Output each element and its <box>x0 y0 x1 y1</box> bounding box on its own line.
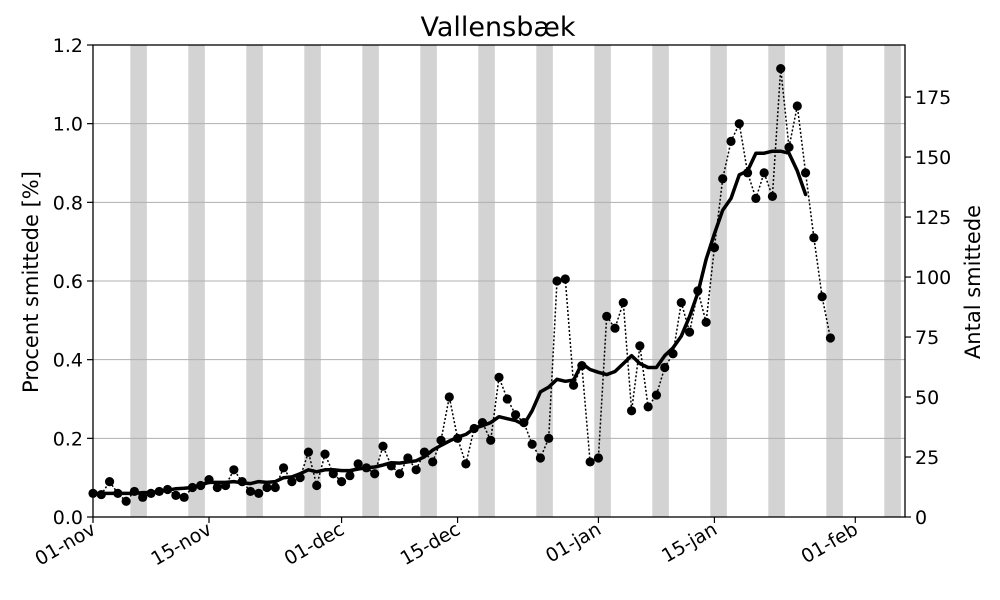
chart-title: Vallensbæk <box>421 12 576 43</box>
daily-point <box>618 298 628 308</box>
daily-point <box>825 333 836 343</box>
x-tick-label: 15-dec <box>397 518 464 570</box>
daily-point <box>121 496 131 506</box>
daily-point <box>800 168 811 178</box>
y-tick-label: 0.2 <box>53 428 83 450</box>
daily-point <box>312 480 322 491</box>
daily-point <box>544 433 554 443</box>
daily-point <box>759 168 769 178</box>
daily-point <box>568 380 579 390</box>
daily-point <box>552 276 562 286</box>
daily-point <box>461 459 471 469</box>
daily-point <box>179 492 189 502</box>
daily-point <box>254 488 264 498</box>
daily-point <box>287 477 297 487</box>
y-axis-label-left: Procent smittede [%] <box>19 171 43 393</box>
daily-point <box>651 390 662 400</box>
daily-point <box>171 490 181 500</box>
average-series <box>91 149 808 496</box>
daily-point <box>593 453 604 463</box>
daily-point <box>585 457 595 467</box>
right-axis-ticks: 0 25 50 75 100 125 150 175 <box>905 87 951 529</box>
daily-point <box>610 323 620 333</box>
x-tick-label: 15-nov <box>147 518 215 570</box>
daily-point <box>303 447 314 457</box>
daily-point <box>262 482 272 493</box>
daily-point <box>353 459 363 469</box>
left-axis-ticks: 0.0 0.2 0.4 0.6 0.8 1.0 1.2 <box>53 35 93 529</box>
x-tick-label: 15-jan <box>658 518 721 567</box>
y-axis-label-right: Antal smittede <box>961 205 985 359</box>
y-right-tick-label: 75 <box>915 327 939 349</box>
daily-point <box>776 64 786 74</box>
daily-point <box>535 453 546 463</box>
daily-point <box>643 402 653 412</box>
daily-point <box>701 317 711 327</box>
y-right-tick-label: 50 <box>915 387 939 409</box>
daily-series <box>88 64 836 506</box>
daily-point <box>527 439 537 449</box>
daily-point <box>229 465 239 475</box>
average-series-line <box>91 149 808 496</box>
daily-point <box>245 486 256 497</box>
daily-point <box>510 410 521 420</box>
daily-point <box>726 136 736 146</box>
y-right-tick-label: 25 <box>915 447 939 469</box>
y-right-tick-label: 175 <box>915 87 951 109</box>
y-tick-label: 0.4 <box>53 350 83 372</box>
y-tick-label: 1.2 <box>53 35 83 57</box>
y-tick-label: 1.0 <box>53 114 83 136</box>
daily-point <box>734 119 744 129</box>
daily-point <box>212 482 222 493</box>
daily-point <box>684 327 695 337</box>
x-tick-label: 01-jan <box>542 518 605 567</box>
daily-point <box>626 406 637 416</box>
daily-point <box>378 441 388 451</box>
daily-point <box>660 362 670 373</box>
daily-point <box>138 492 148 502</box>
daily-point <box>792 101 802 111</box>
daily-point <box>345 471 355 481</box>
x-axis-ticks: 01-nov 15-nov 01-dec 15-dec 01-jan 15-jan 01-f… <box>31 517 862 570</box>
y-tick-label: 0.6 <box>53 271 83 293</box>
daily-point <box>502 394 512 404</box>
y-right-tick-label: 125 <box>915 207 951 229</box>
daily-point <box>336 477 347 487</box>
daily-point <box>428 457 438 467</box>
daily-point <box>809 233 819 243</box>
y-right-tick-label: 100 <box>915 267 951 289</box>
daily-point <box>602 311 612 321</box>
daily-point <box>444 392 454 402</box>
daily-point <box>411 465 421 475</box>
daily-point <box>486 435 496 445</box>
daily-point <box>104 477 115 487</box>
daily-point <box>494 372 504 382</box>
daily-point <box>394 469 405 479</box>
daily-point <box>817 292 827 302</box>
daily-point <box>370 469 380 479</box>
daily-point <box>635 341 645 351</box>
x-tick-label: 01-feb <box>798 518 862 568</box>
daily-point <box>718 174 728 184</box>
daily-point <box>560 274 570 284</box>
daily-point <box>278 463 289 473</box>
y-tick-label: 0.8 <box>53 192 83 214</box>
daily-point <box>270 482 280 493</box>
daily-point <box>751 193 761 203</box>
y-tick-label: 0.0 <box>53 507 83 529</box>
daily-point <box>676 298 686 308</box>
daily-point <box>767 191 778 202</box>
y-right-tick-label: 150 <box>915 147 951 169</box>
x-tick-label: 01-dec <box>281 518 348 570</box>
daily-point <box>320 449 330 459</box>
y-right-tick-label: 0 <box>915 507 927 529</box>
daily-point <box>784 142 794 152</box>
